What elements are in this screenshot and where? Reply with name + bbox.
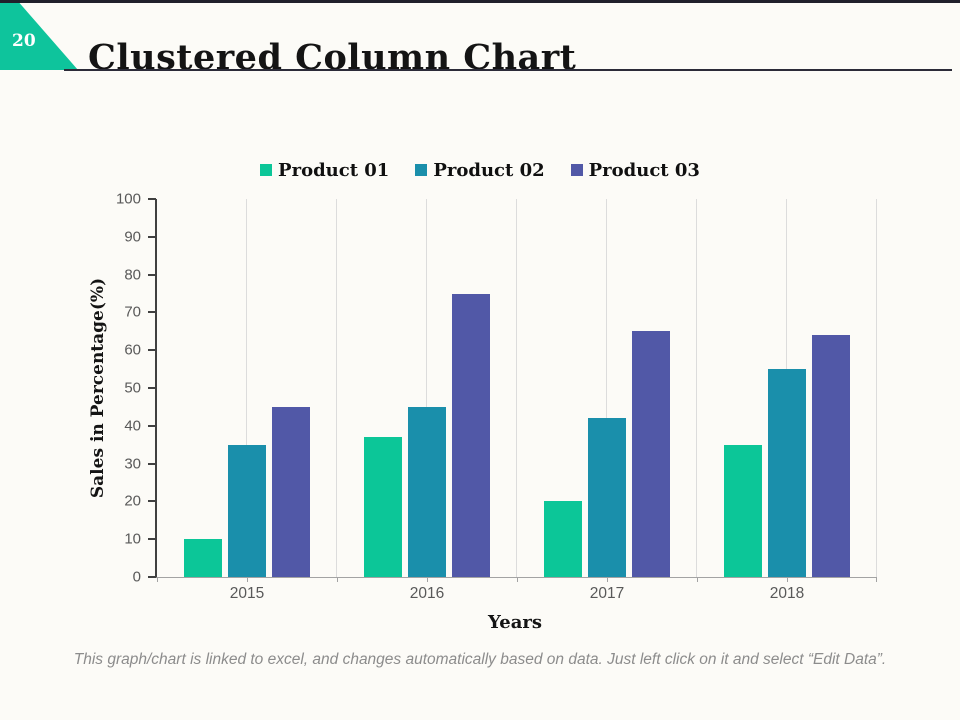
bar-product-02-2017 — [588, 418, 626, 577]
legend-item: Product 03 — [570, 159, 700, 181]
top-accent-bar — [0, 0, 960, 3]
bar-product-02-2016 — [408, 406, 446, 577]
y-axis-tick — [148, 387, 156, 389]
gridline — [606, 199, 607, 577]
y-axis-tick — [148, 538, 156, 541]
y-axis-title: Sales in Percentage(%) — [88, 277, 108, 499]
gridline — [696, 199, 697, 577]
y-tick-label: 100 — [115, 190, 141, 208]
bar-product-01-2015 — [184, 539, 222, 577]
bar-product-02-2015 — [228, 444, 266, 577]
legend-item: Product 01 — [260, 160, 389, 181]
bar-product-03-2017 — [632, 331, 670, 577]
y-tick-label: 70 — [124, 303, 141, 321]
page-number: 20 — [12, 31, 36, 51]
x-axis-tick — [697, 577, 698, 582]
y-axis-tick — [148, 576, 156, 578]
bar-product-03-2016 — [452, 293, 490, 577]
corner-triangle: 20 — [0, 3, 78, 70]
gridline — [336, 199, 337, 577]
x-axis-tick — [427, 577, 428, 582]
x-axis-tick — [337, 577, 338, 582]
legend-swatch-icon — [415, 164, 428, 176]
y-axis-tick — [148, 273, 156, 276]
y-axis-tick — [148, 235, 156, 238]
y-tick-label: 20 — [124, 492, 141, 510]
y-tick-label: 80 — [124, 266, 141, 284]
x-category-label: 2015 — [229, 585, 265, 602]
x-axis-tick — [157, 577, 158, 582]
chart-legend: Product 01 Product 02 Product 03 — [0, 159, 960, 181]
legend-swatch-icon — [570, 164, 583, 176]
x-category-label: 2017 — [589, 585, 625, 602]
title-underline — [64, 69, 952, 71]
y-axis-tick — [148, 198, 156, 200]
y-tick-label: 40 — [124, 417, 141, 435]
y-tick-label: 50 — [124, 379, 141, 397]
x-category-label: 2018 — [769, 585, 805, 602]
page-title: Clustered Column Chart — [88, 37, 577, 79]
y-tick-label: 30 — [124, 455, 141, 473]
y-axis-tick — [148, 424, 156, 427]
bar-product-01-2018 — [724, 444, 762, 577]
x-axis-title: Years — [487, 612, 543, 633]
x-axis-tick — [517, 577, 518, 582]
plot-area: 0 10 20 30 40 50 60 70 80 90 100 2015 2016 2017 2018 — [116, 192, 877, 602]
y-tick-label: 0 — [132, 568, 141, 586]
bar-product-01-2016 — [364, 437, 402, 577]
x-category-label: 2016 — [409, 585, 445, 602]
legend-label: Product 02 — [433, 159, 545, 181]
footer-note: This graph/chart is linked to excel, and… — [73, 651, 887, 668]
y-axis-tick — [148, 349, 156, 352]
x-axis-tick — [876, 577, 877, 582]
bar-product-01-2017 — [544, 501, 582, 577]
bar-product-03-2018 — [812, 335, 850, 577]
x-axis-tick — [607, 577, 608, 582]
y-axis-tick — [148, 500, 156, 503]
y-axis-tick — [148, 462, 156, 465]
bar-product-02-2018 — [768, 369, 806, 577]
legend-label: Product 03 — [588, 159, 700, 181]
legend-swatch-icon — [260, 164, 273, 176]
y-tick-label: 60 — [124, 341, 141, 359]
x-axis-tick — [247, 577, 248, 582]
legend-label: Product 01 — [278, 159, 390, 181]
gridline — [876, 199, 877, 577]
y-axis-tick — [148, 311, 156, 314]
legend-item: Product 02 — [415, 159, 545, 181]
y-tick-label: 10 — [124, 530, 141, 548]
y-tick-label: 90 — [124, 228, 141, 246]
bar-product-03-2015 — [272, 406, 310, 577]
gridline — [516, 199, 517, 577]
gridline — [246, 199, 247, 577]
x-axis-tick — [787, 577, 788, 582]
gridline — [426, 199, 427, 577]
